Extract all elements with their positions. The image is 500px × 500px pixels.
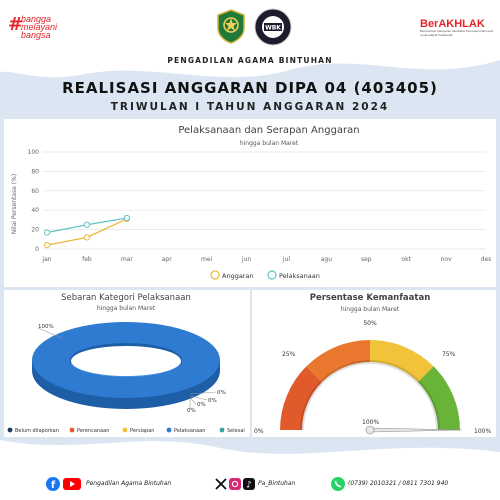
donut-chart: Sebaran Kategori Pelaksanaan hingga bula… <box>7 293 245 434</box>
line-chart-title: Pelaksanaan dan Serapan Anggaran <box>178 125 359 136</box>
x-tick-label-okt: okt <box>401 256 411 263</box>
donut-chart-subtitle: hingga bulan Maret <box>97 305 156 312</box>
footer: f Pengadilan Agama Bintuhan ♪ Pa_Bintuha… <box>0 472 500 498</box>
data-point-anggaran-feb[interactable] <box>83 234 91 241</box>
footer-phone: (0739) 2010321 / 0811 7301 940 <box>348 480 449 487</box>
legend-belum-dilaporkan[interactable]: Belum dilaporkan <box>15 428 59 434</box>
y-tick-label: 20 <box>31 227 39 234</box>
donut-label-selesai: 0% <box>217 390 226 396</box>
gauge-band-75-100 <box>418 366 460 430</box>
donut-label-perencanaan: 0% <box>197 402 206 408</box>
berakhlak-caption: Berorientasi Pelayanan Akuntabel Kompete… <box>420 29 494 37</box>
gauge-tick-0: 0% <box>254 428 264 435</box>
gauge-band-0-25 <box>280 366 322 430</box>
legend-pelaksanaan-marker[interactable] <box>166 427 172 433</box>
svg-text:f: f <box>51 480 56 491</box>
x-tick-label-sep: sep <box>361 256 372 263</box>
y-tick-label: 0 <box>35 246 39 253</box>
y-tick-label: 40 <box>31 207 39 214</box>
y-tick-label: 60 <box>31 188 39 195</box>
legend-selesai[interactable]: Selesai <box>227 428 245 434</box>
legend-pelaksanaan-marker[interactable] <box>267 270 277 280</box>
x-tick-label-nov: nov <box>441 256 452 263</box>
data-point-anggaran-jan[interactable] <box>43 242 51 249</box>
footer-handle: Pa_Bintuhan <box>258 480 296 487</box>
berakhlak-title: BerAKHLAK <box>420 18 485 30</box>
legend-perencanaan-marker[interactable] <box>69 427 75 433</box>
youtube-icon[interactable] <box>63 478 81 490</box>
page-title: REALISASI ANGGARAN DIPA 04 (403405) <box>62 79 438 97</box>
org-name: PENGADILAN AGAMA BINTUHAN <box>167 56 333 65</box>
hashtag-icon: # <box>8 14 24 35</box>
gauge-tick-100: 100% <box>474 428 491 435</box>
x-tick-label-jul: jul <box>282 256 290 263</box>
x-tick-label-mei: mei <box>201 256 213 263</box>
bangga-melayani-bangsa-logo: # bangga melayani bangsa <box>8 14 80 40</box>
line-legend: Anggaran Pelaksanaan <box>210 270 320 280</box>
whatsapp-icon[interactable] <box>331 477 345 491</box>
line-chart: Pelaksanaan dan Serapan Anggaran hingga … <box>11 125 492 280</box>
tiktok-icon[interactable]: ♪ <box>243 478 255 490</box>
gauge-band-25-50 <box>306 340 370 382</box>
gauge-chart-subtitle: hingga bulan Maret <box>341 306 400 313</box>
legend-persiapan-marker[interactable] <box>122 427 128 433</box>
x-tick-label-des: des <box>481 256 492 263</box>
gauge-chart: Persentase Kemanfaatan hingga bulan Mare… <box>254 293 491 435</box>
legend-perencanaan[interactable]: Perencanaan <box>77 428 109 434</box>
line-chart-ylabel: Nilai Persentase (%) <box>11 174 18 234</box>
instagram-icon[interactable] <box>229 478 241 490</box>
donut-legend: Belum dilaporkan Perencanaan Persiapan P… <box>7 427 245 434</box>
x-twitter-icon[interactable] <box>215 478 227 490</box>
x-tick-label-feb: feb <box>82 256 92 263</box>
legend-pelaksanaan-label[interactable]: Pelaksanaan <box>279 272 320 280</box>
legend-anggaran-label[interactable]: Anggaran <box>222 272 254 280</box>
line-chart-subtitle: hingga bulan Maret <box>240 140 299 147</box>
legend-pelaksanaan[interactable]: Pelaksanaan <box>174 428 205 434</box>
donut-label-pelaksanaan: 100% <box>38 324 54 330</box>
wbk-text: WBK <box>265 25 281 32</box>
data-point-pelaksanaan-jan[interactable] <box>43 229 51 236</box>
gauge-tick-25: 25% <box>282 351 296 358</box>
gauge-chart-panel: Persentase Kemanfaatan hingga bulan Mare… <box>252 290 496 437</box>
legend-anggaran-marker[interactable] <box>210 270 220 280</box>
gauge-tick-75: 75% <box>442 351 456 358</box>
donut-chart-title: Sebaran Kategori Pelaksanaan <box>61 293 191 303</box>
donut-chart-panel: Sebaran Kategori Pelaksanaan hingga bula… <box>4 290 250 437</box>
legend-belum-dilaporkan-marker[interactable] <box>7 427 13 433</box>
svg-text:♪: ♪ <box>246 481 252 491</box>
gauge-value-label: 100% <box>362 419 379 426</box>
y-tick-label: 100 <box>28 149 40 156</box>
data-point-pelaksanaan-mar[interactable] <box>123 214 130 222</box>
x-tick-label-agu: agu <box>321 256 332 263</box>
data-point-pelaksanaan-feb[interactable] <box>83 221 91 228</box>
page-subtitle: TRIWULAN I TAHUN ANGGARAN 2024 <box>110 101 390 113</box>
y-tick-label: 80 <box>31 168 39 175</box>
berakhlak-logo: BerAKHLAK Berorientasi Pelayanan Akuntab… <box>420 18 496 46</box>
donut-slice-pelaksanaan[interactable] <box>32 322 220 409</box>
donut-label-belum-dilaporkan: 0% <box>208 398 217 404</box>
footer-org-name: Pengadilan Agama Bintuhan <box>86 480 172 487</box>
gauge-chart-title: Persentase Kemanfaatan <box>310 293 431 303</box>
wbk-badge-icon: WBK <box>254 8 292 46</box>
donut-label-persiapan: 0% <box>187 408 196 414</box>
x-tick-label-apr: apr <box>162 256 172 263</box>
x-tick-label-jun: jun <box>241 256 251 263</box>
gauge-tick-50: 50% <box>363 320 377 327</box>
gauge-band-50-75 <box>370 340 434 382</box>
facebook-icon[interactable]: f <box>46 477 60 491</box>
x-tick-label-mar: mar <box>121 256 134 263</box>
logo-line-2: melayani <box>21 22 58 32</box>
legend-persiapan[interactable]: Persiapan <box>130 428 154 434</box>
court-emblem-icon <box>217 9 245 44</box>
logo-line-1: bangga <box>21 14 52 24</box>
legend-selesai-marker[interactable] <box>219 427 225 433</box>
x-tick-label-jan: jan <box>41 256 51 263</box>
logo-line-3: bangsa <box>21 30 51 40</box>
gauge-needle <box>365 425 463 435</box>
line-chart-panel: Pelaksanaan dan Serapan Anggaran hingga … <box>4 119 496 287</box>
